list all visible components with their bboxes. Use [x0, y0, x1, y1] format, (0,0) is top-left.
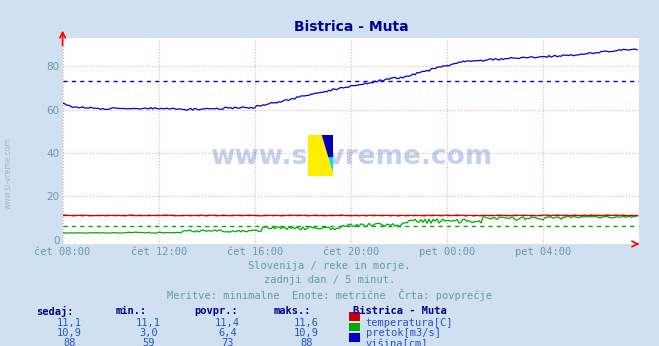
Text: www.si-vreme.com: www.si-vreme.com — [3, 137, 13, 209]
Bar — [321, 135, 333, 156]
Text: zadnji dan / 5 minut.: zadnji dan / 5 minut. — [264, 275, 395, 285]
Text: Slovenija / reke in morje.: Slovenija / reke in morje. — [248, 261, 411, 271]
Text: 10,9: 10,9 — [57, 328, 82, 338]
Text: 11,1: 11,1 — [136, 318, 161, 328]
Text: 11,1: 11,1 — [57, 318, 82, 328]
Text: pretok[m3/s]: pretok[m3/s] — [366, 328, 441, 338]
Text: 59: 59 — [142, 338, 154, 346]
Text: 3,0: 3,0 — [139, 328, 158, 338]
Text: www.si-vreme.com: www.si-vreme.com — [210, 145, 492, 171]
Text: sedaj:: sedaj: — [36, 306, 74, 317]
Bar — [308, 135, 321, 176]
Text: 73: 73 — [221, 338, 233, 346]
Text: 88: 88 — [63, 338, 75, 346]
Bar — [321, 156, 333, 176]
Text: povpr.:: povpr.: — [194, 306, 238, 316]
Text: 11,4: 11,4 — [215, 318, 240, 328]
Text: maks.:: maks.: — [273, 306, 311, 316]
Text: višina[cm]: višina[cm] — [366, 338, 428, 346]
Text: 11,6: 11,6 — [294, 318, 319, 328]
Text: temperatura[C]: temperatura[C] — [366, 318, 453, 328]
Polygon shape — [321, 135, 333, 176]
Text: min.:: min.: — [115, 306, 146, 316]
Text: Bistrica - Muta: Bistrica - Muta — [353, 306, 446, 316]
Text: Meritve: minimalne  Enote: metrične  Črta: povprečje: Meritve: minimalne Enote: metrične Črta:… — [167, 289, 492, 301]
Text: 6,4: 6,4 — [218, 328, 237, 338]
Text: 88: 88 — [301, 338, 312, 346]
Text: 10,9: 10,9 — [294, 328, 319, 338]
Title: Bistrica - Muta: Bistrica - Muta — [294, 20, 408, 34]
